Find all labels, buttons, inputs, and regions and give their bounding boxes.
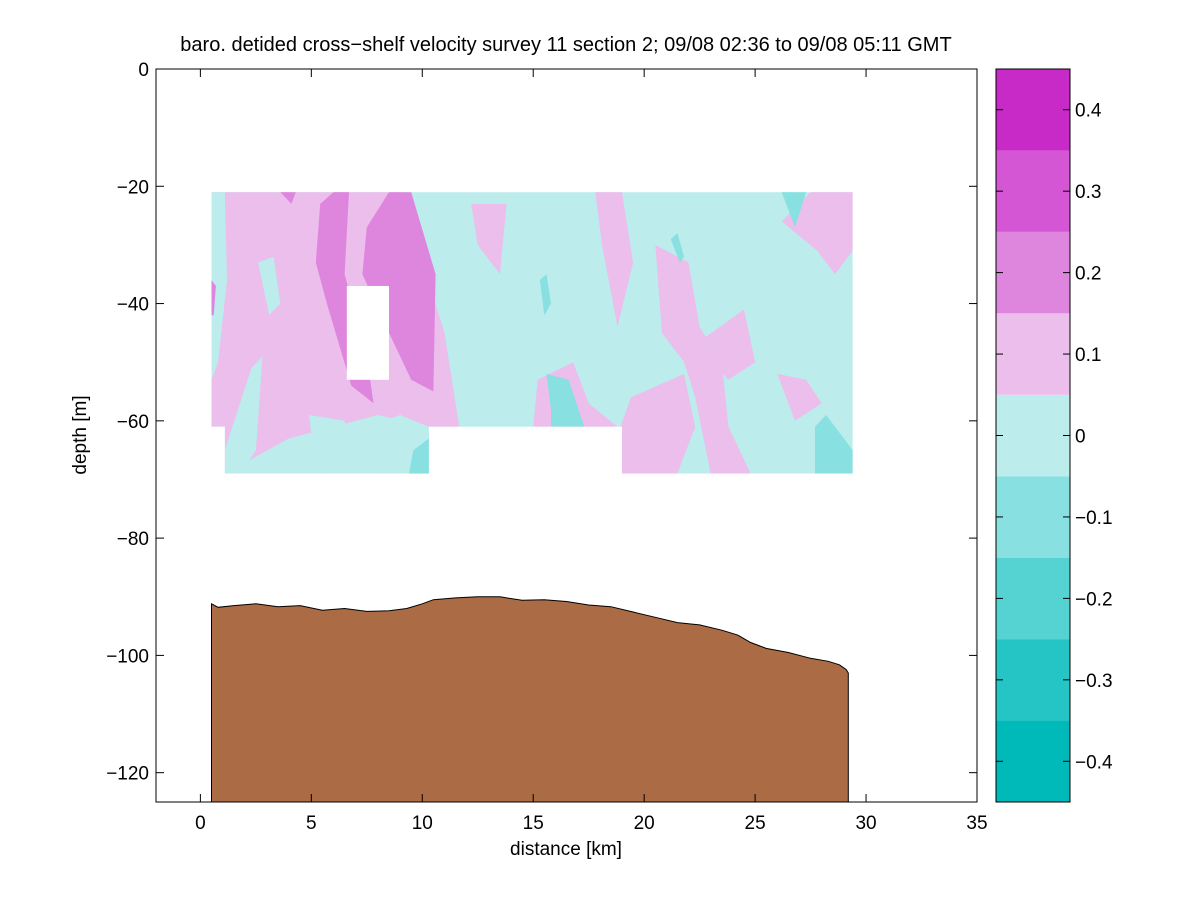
colorbar-tick-label: 0.4: [1075, 101, 1102, 122]
contour-patch: [309, 415, 352, 474]
data-gap: [211, 426, 225, 474]
contour-patch: [224, 356, 263, 474]
velocity-contours: [211, 192, 853, 474]
data-gap: [346, 285, 389, 380]
y-tick-label: −60: [117, 412, 149, 433]
contour-patch: [409, 438, 429, 474]
contour-patch: [595, 192, 634, 327]
contour-patch: [211, 280, 216, 316]
y-tick-label: 0: [138, 60, 149, 81]
x-axis-label: distance [km]: [510, 839, 622, 860]
data-gaps: [211, 285, 622, 474]
colorbar: 0.4 0.3 0.2 0.1 0 −0.1 −0.2 −0.3 −0.4: [995, 68, 1113, 803]
colorbar-band: [996, 557, 1070, 640]
colorbar-band: [996, 150, 1070, 232]
contour-patch: [815, 415, 853, 474]
chart-title: baro. detided cross−shelf velocity surve…: [180, 34, 951, 56]
y-axis: 0 −20 −40 −60 −80 −100 −120: [106, 60, 977, 785]
contour-patch: [211, 192, 227, 380]
contour-patch: [280, 192, 296, 204]
x-tick-label: 10: [412, 813, 433, 834]
colorbar-tick-label: 0: [1075, 427, 1086, 448]
y-axis-label: depth [m]: [70, 395, 91, 474]
x-tick-label: 35: [966, 813, 987, 834]
y-tick-label: −120: [106, 764, 149, 785]
contour-patch: [781, 192, 807, 228]
colorbar-band: [996, 69, 1070, 151]
contour-patch: [655, 244, 751, 474]
contour-patch: [604, 373, 696, 474]
colorbar-band: [996, 394, 1070, 477]
plot-frame: [155, 68, 978, 803]
colorbar-band: [996, 231, 1070, 314]
contour-patch: [258, 256, 281, 316]
y-tick-label: −40: [117, 295, 149, 316]
contour-patch: [362, 192, 436, 392]
x-tick-label: 25: [745, 813, 766, 834]
colorbar-tick-label: 0.2: [1075, 264, 1101, 285]
y-tick-label: −80: [117, 529, 149, 550]
colorbar-tick-label: −0.4: [1075, 752, 1113, 773]
contour-patch: [777, 373, 822, 421]
colorbar-band: [996, 476, 1070, 558]
colorbar-ticks: 0.4 0.3 0.2 0.1 0 −0.1 −0.2 −0.3 −0.4: [996, 101, 1113, 773]
contour-patch: [471, 203, 507, 275]
bathymetry-seafloor: [211, 596, 849, 803]
colorbar-tick-label: −0.2: [1075, 589, 1113, 610]
colorbar-band: [996, 639, 1070, 721]
y-tick-label: −20: [117, 177, 149, 198]
colorbar-bands: [996, 69, 1070, 802]
contour-patch: [539, 274, 551, 316]
contour-patch: [670, 233, 685, 263]
colorbar-band: [996, 720, 1070, 802]
y-tick-label: −100: [106, 646, 149, 667]
x-axis: 0 5 10 15 20 25 30 35: [195, 69, 988, 834]
colorbar-tick-label: −0.3: [1075, 671, 1113, 692]
contour-patch: [546, 373, 585, 427]
plot-area: 0 5 10 15 20 25 30 35 0 −20 −40 −60 −80 −100 −120: [106, 60, 987, 834]
colorbar-band: [996, 313, 1070, 395]
x-tick-label: 0: [195, 813, 206, 834]
contour-patch: [695, 309, 756, 380]
x-tick-label: 15: [523, 813, 544, 834]
x-tick-label: 5: [306, 813, 317, 834]
colorbar-tick-label: −0.1: [1075, 508, 1113, 529]
x-tick-label: 20: [634, 813, 655, 834]
colorbar-tick-label: 0.1: [1075, 345, 1101, 366]
x-tick-label: 30: [855, 813, 876, 834]
colorbar-tick-label: 0.3: [1075, 182, 1101, 203]
data-gap: [428, 426, 622, 474]
